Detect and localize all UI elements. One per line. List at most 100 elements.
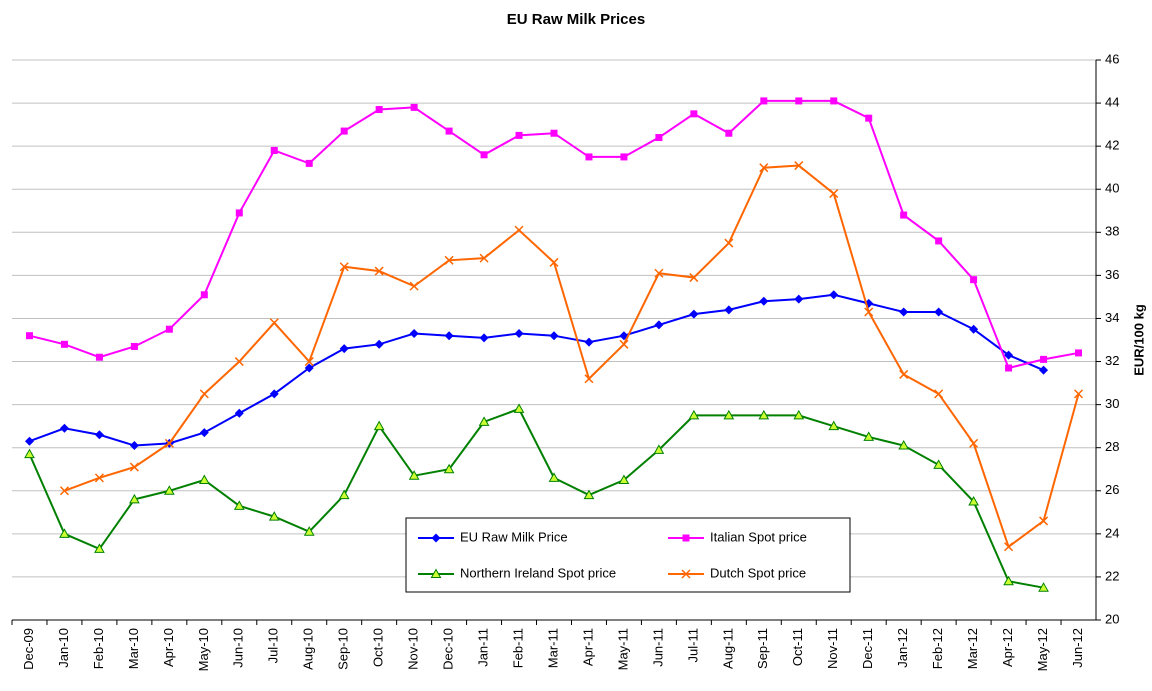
- marker: [165, 325, 173, 333]
- x-tick-label: Oct-11: [790, 628, 805, 666]
- marker: [130, 342, 138, 350]
- marker: [443, 463, 455, 474]
- x-tick-label: Dec-10: [441, 628, 456, 670]
- marker: [24, 436, 34, 446]
- marker: [268, 511, 280, 521]
- marker: [653, 444, 665, 454]
- marker: [934, 307, 944, 317]
- marker: [655, 134, 663, 142]
- x-tick-label: Apr-12: [1000, 628, 1015, 667]
- legend-label: Italian Spot price: [710, 529, 807, 544]
- marker: [898, 440, 910, 450]
- x-tick-label: Aug-10: [301, 628, 316, 670]
- x-tick-label: Feb-10: [91, 628, 106, 669]
- marker: [759, 296, 769, 306]
- marker: [479, 333, 489, 343]
- marker: [444, 255, 454, 265]
- marker: [723, 409, 735, 420]
- x-tick-label: Apr-11: [580, 628, 595, 666]
- x-tick-label: Sep-10: [336, 628, 351, 670]
- y-tick-label: 38: [1105, 224, 1119, 239]
- marker: [724, 238, 734, 248]
- marker: [515, 131, 523, 139]
- marker: [1005, 364, 1013, 372]
- marker: [865, 114, 873, 122]
- marker: [793, 409, 805, 420]
- x-tick-label: Nov-10: [406, 628, 421, 670]
- marker: [1039, 516, 1049, 526]
- marker: [269, 389, 279, 399]
- marker: [409, 281, 419, 291]
- x-tick-label: Dec-09: [21, 628, 36, 670]
- x-tick-label: Dec-11: [860, 628, 875, 669]
- x-tick-label: Apr-10: [161, 628, 176, 667]
- marker: [830, 97, 838, 105]
- series-line: [28, 407, 1044, 589]
- marker: [583, 489, 595, 500]
- legend-label: Northern Ireland Spot price: [460, 565, 616, 580]
- marker: [1038, 582, 1049, 592]
- marker: [548, 472, 560, 482]
- marker: [199, 389, 209, 399]
- marker: [374, 266, 384, 276]
- marker: [234, 408, 244, 418]
- marker: [199, 428, 209, 438]
- legend: EU Raw Milk Price Italian Spot price North…: [405, 517, 851, 593]
- marker: [585, 153, 593, 161]
- marker: [410, 103, 418, 111]
- y-axis-label: EUR/100 kg: [1131, 304, 1146, 376]
- x-tick-label: Jan-11: [476, 628, 491, 667]
- marker: [969, 324, 979, 334]
- marker: [549, 331, 559, 341]
- marker: [620, 153, 628, 161]
- marker: [129, 462, 139, 472]
- marker: [513, 403, 525, 413]
- marker: [1075, 349, 1083, 357]
- x-tick-label: Jun-11: [650, 628, 665, 667]
- marker: [338, 489, 350, 500]
- marker: [584, 374, 594, 384]
- marker: [95, 353, 103, 361]
- marker: [25, 332, 33, 340]
- y-tick-label: 28: [1105, 439, 1119, 454]
- marker: [935, 237, 943, 245]
- marker: [934, 389, 944, 399]
- marker: [431, 533, 441, 543]
- x-tick-label: Jun-10: [231, 628, 246, 668]
- marker: [689, 309, 699, 319]
- marker: [1004, 350, 1014, 360]
- marker: [688, 409, 700, 420]
- marker: [1040, 355, 1048, 363]
- marker: [409, 329, 419, 339]
- marker: [681, 569, 691, 579]
- marker: [514, 225, 524, 235]
- marker: [303, 526, 315, 536]
- marker: [899, 307, 909, 317]
- y-tick-label: 42: [1105, 138, 1119, 153]
- marker: [968, 496, 979, 506]
- marker: [305, 159, 313, 167]
- marker: [863, 431, 875, 441]
- marker: [444, 331, 454, 341]
- y-tick-label: 22: [1105, 568, 1119, 583]
- marker: [899, 369, 909, 379]
- marker: [59, 423, 69, 433]
- marker: [758, 409, 770, 420]
- marker: [1039, 365, 1049, 375]
- x-tick-label: Jan-12: [895, 628, 910, 668]
- x-tick-label: Feb-11: [510, 628, 525, 668]
- marker: [374, 339, 384, 349]
- marker: [59, 528, 70, 538]
- marker: [270, 146, 278, 154]
- y-tick-label: 30: [1105, 396, 1119, 411]
- y-tick-label: 40: [1105, 181, 1119, 196]
- legend-label: EU Raw Milk Price: [460, 529, 568, 544]
- marker: [445, 127, 453, 135]
- x-tick-label: Jul-10: [266, 628, 281, 663]
- marker: [375, 106, 383, 114]
- x-tick-label: May-10: [196, 628, 211, 671]
- marker: [1073, 389, 1084, 399]
- marker: [618, 474, 630, 484]
- marker: [373, 420, 385, 431]
